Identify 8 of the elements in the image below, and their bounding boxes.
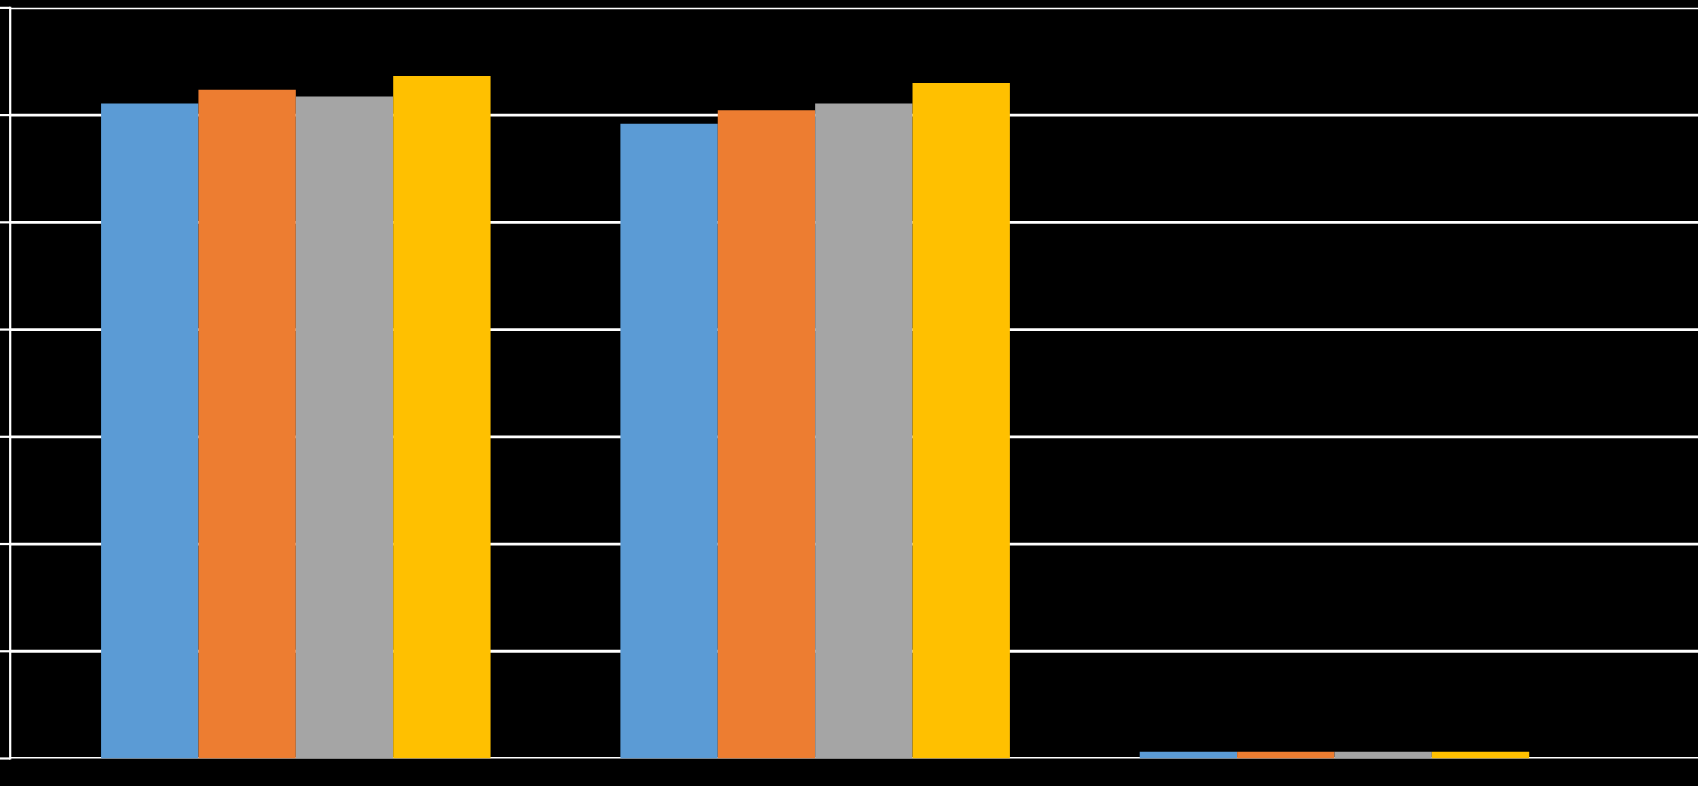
bar (198, 89, 296, 759)
bar (815, 103, 913, 759)
bar (295, 96, 394, 759)
bar (912, 82, 1010, 759)
bar (717, 110, 816, 759)
bar (393, 76, 491, 759)
bar (620, 123, 718, 759)
bar (101, 103, 199, 759)
